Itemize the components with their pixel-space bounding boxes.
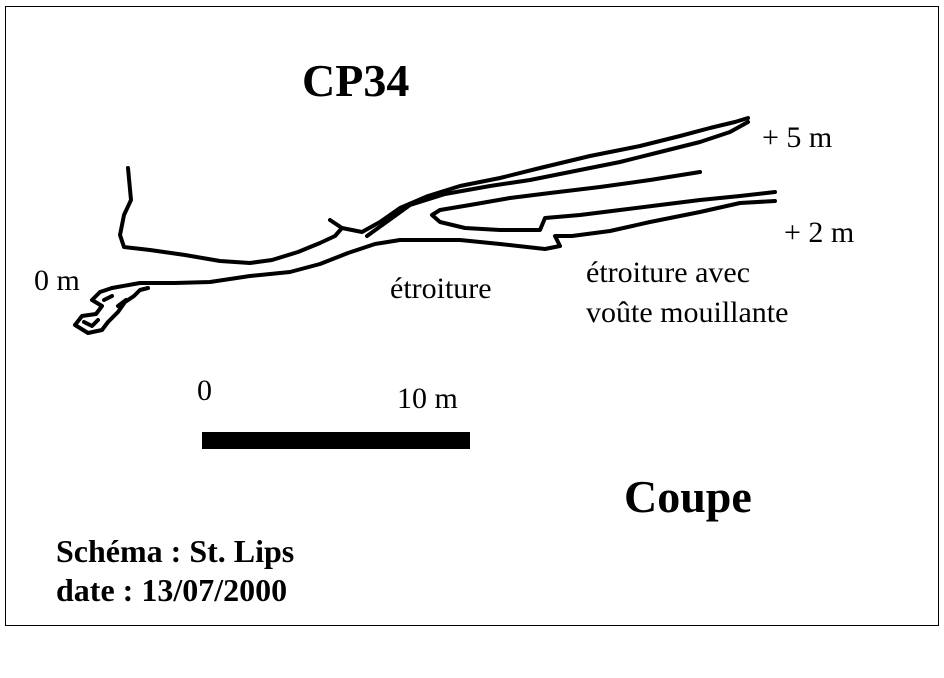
view-type-label: Coupe	[624, 471, 752, 522]
credit-author: Schéma : St. Lips	[56, 533, 295, 569]
upper-branch-roof	[340, 116, 750, 234]
scale-bar	[202, 432, 470, 449]
upper-branch-loop	[430, 170, 777, 232]
drawing-frame	[5, 6, 939, 626]
scale-end-label: 10 m	[397, 382, 458, 415]
entrance-rubble-detail	[82, 294, 128, 328]
entrance-rubble	[73, 286, 150, 335]
shaft-wall	[118, 166, 344, 265]
elevation-label-top: + 5 m	[762, 121, 833, 154]
annotation-narrowing-wet-line1: étroiture avec	[586, 256, 751, 289]
annotation-narrowing-wet-line2: voûte mouillante	[586, 296, 789, 329]
annotation-narrowing: étroiture	[390, 272, 492, 305]
gallery-floor	[110, 199, 777, 290]
elevation-label-entrance: 0 m	[34, 264, 80, 297]
elevation-label-middle: + 2 m	[784, 216, 855, 249]
credit-date: date : 13/07/2000	[56, 572, 288, 608]
survey-title: CP34	[302, 55, 410, 106]
scale-start-label: 0	[197, 374, 212, 407]
